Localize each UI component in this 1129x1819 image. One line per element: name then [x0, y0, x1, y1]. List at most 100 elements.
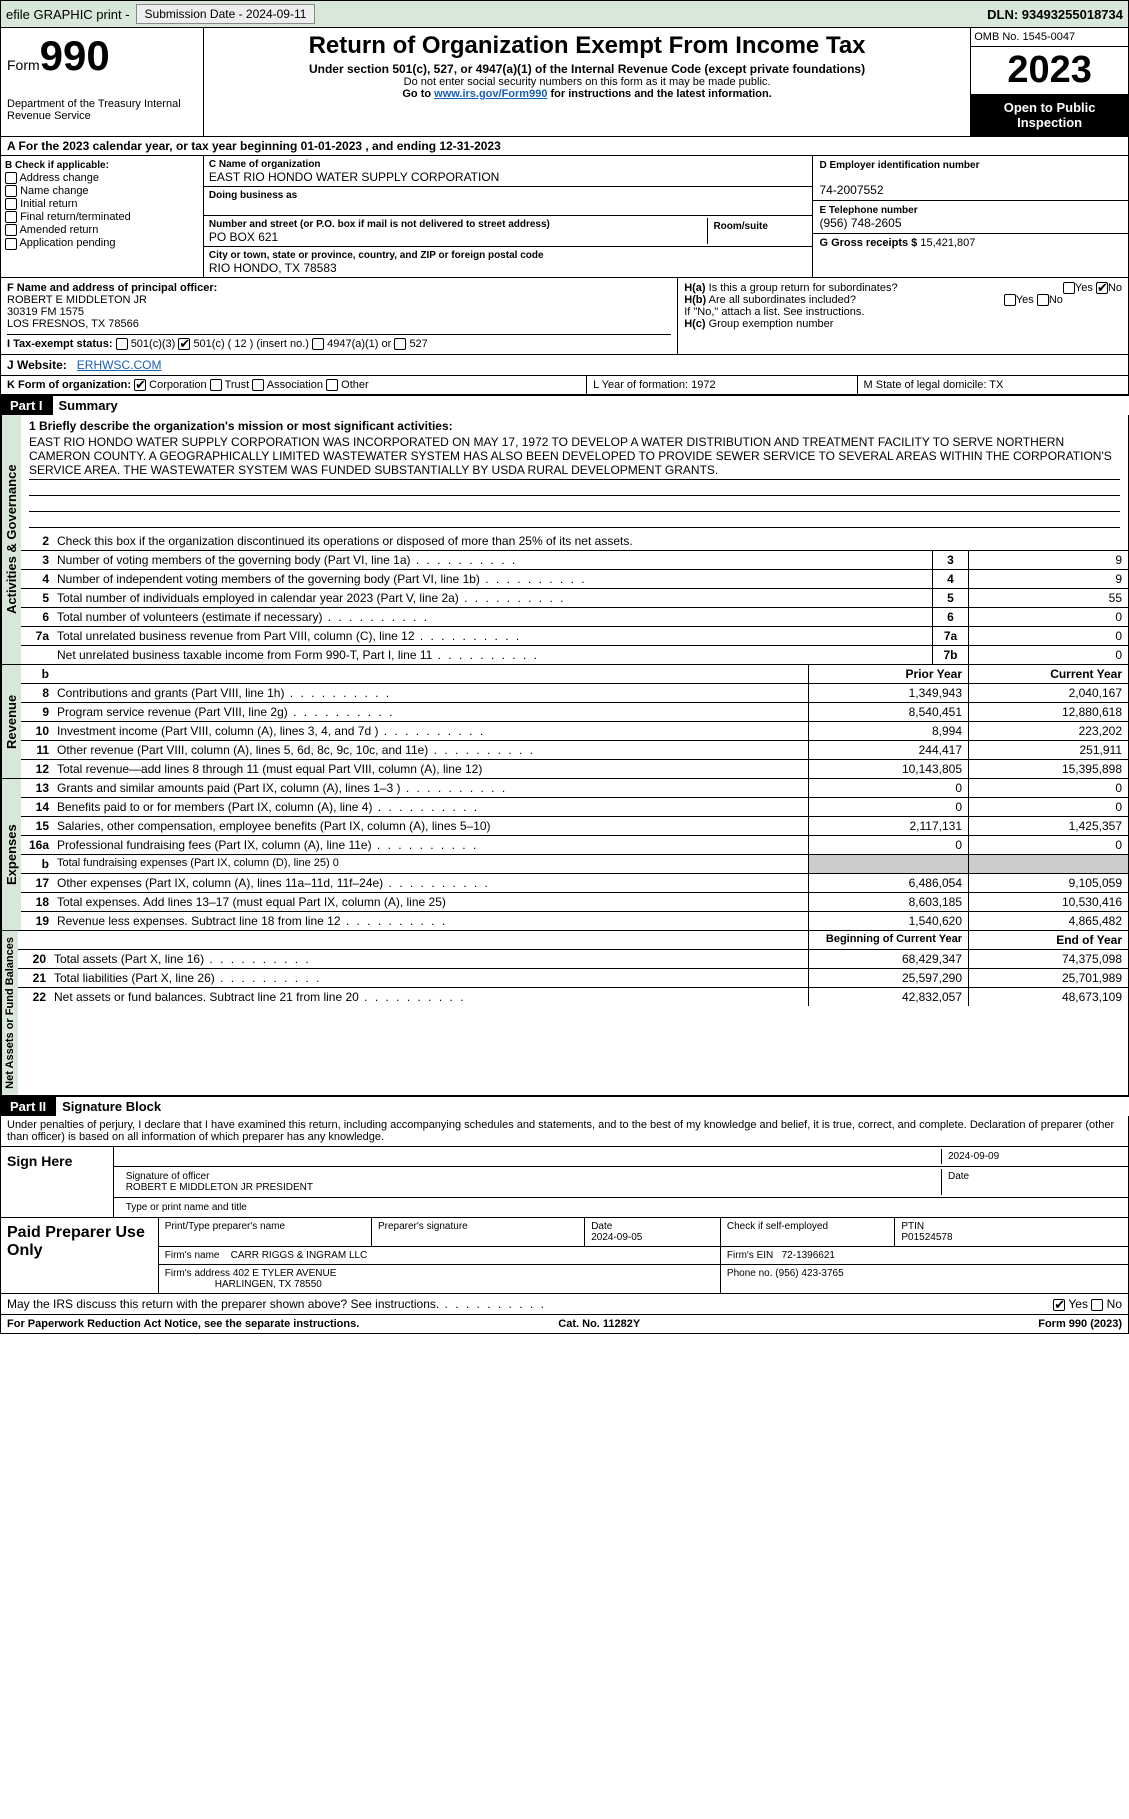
line22-desc: Net assets or fund balances. Subtract li…: [50, 988, 808, 1006]
sig-officer-name: ROBERT E MIDDLETON JR PRESIDENT: [126, 1182, 313, 1193]
sign-here-label: Sign Here: [1, 1147, 114, 1217]
line14-current: 0: [968, 798, 1128, 816]
kform-row: K Form of organization: Corporation Trus…: [0, 376, 1129, 395]
line17-prior: 6,486,054: [808, 874, 968, 892]
section-c: C Name of organizationEAST RIO HONDO WAT…: [204, 156, 813, 277]
line6-val: 0: [968, 608, 1128, 626]
form-org-label: K Form of organization:: [7, 379, 131, 391]
self-employed-label: Check if self-employed: [727, 1221, 828, 1232]
form-word: Form: [7, 57, 40, 73]
line15-desc: Salaries, other compensation, employee b…: [53, 817, 808, 835]
part2-header: Part II Signature Block: [0, 1096, 1129, 1116]
line13-current: 0: [968, 779, 1128, 797]
tax-status-label: I Tax-exempt status:: [7, 338, 113, 350]
ein-value: 74-2007552: [819, 183, 883, 197]
ha-no: No: [1108, 282, 1122, 294]
ein-label: D Employer identification number: [819, 160, 979, 171]
col-prior: Prior Year: [808, 665, 968, 683]
line14-prior: 0: [808, 798, 968, 816]
paid-preparer-label: Paid Preparer Use Only: [1, 1218, 159, 1293]
k-trust: Trust: [225, 379, 250, 391]
officer-name: ROBERT E MIDDLETON JR: [7, 294, 147, 306]
page-footer: For Paperwork Reduction Act Notice, see …: [0, 1315, 1129, 1334]
firm-name: CARR RIGGS & INGRAM LLC: [231, 1250, 368, 1261]
website-row: J Website: ERHWSC.COM: [0, 355, 1129, 376]
dba-label: Doing business as: [209, 190, 297, 201]
line8-prior: 1,349,943: [808, 684, 968, 702]
submission-date-button[interactable]: Submission Date - 2024-09-11: [136, 4, 316, 24]
line2-desc: Check this box if the organization disco…: [53, 532, 1128, 550]
discuss-yes: Yes: [1068, 1297, 1088, 1311]
side-label-governance: Activities & Governance: [1, 415, 21, 664]
preparer-sig-label: Preparer's signature: [378, 1221, 468, 1232]
line16b-current-shade: [968, 855, 1128, 873]
side-label-net: Net Assets or Fund Balances: [1, 931, 18, 1095]
line9-desc: Program service revenue (Part VIII, line…: [53, 703, 808, 721]
tel-label: E Telephone number: [819, 205, 917, 216]
form-header: Form990 Department of the Treasury Inter…: [0, 28, 1129, 137]
line15-current: 1,425,357: [968, 817, 1128, 835]
section-b: B Check if applicable: Address change Na…: [1, 156, 204, 277]
footer-left: For Paperwork Reduction Act Notice, see …: [7, 1318, 359, 1330]
footer-form: Form 990 (2023): [1038, 1318, 1122, 1330]
part1-title: Summary: [53, 395, 1129, 415]
line4-val: 9: [968, 570, 1128, 588]
line16a-current: 0: [968, 836, 1128, 854]
firm-phone-label: Phone no.: [727, 1268, 773, 1279]
preparer-date: 2024-09-05: [591, 1232, 642, 1243]
ptin-label: PTIN: [901, 1221, 924, 1232]
city-value: RIO HONDO, TX 78583: [209, 261, 337, 275]
line16b-desc: Total fundraising expenses (Part IX, col…: [53, 855, 808, 873]
col-current: Current Year: [968, 665, 1128, 683]
status-4947: 4947(a)(1) or: [327, 338, 391, 350]
line18-prior: 8,603,185: [808, 893, 968, 911]
cb-final-return: Final return/terminated: [20, 211, 131, 223]
room-label: Room/suite: [713, 221, 767, 232]
part1-label: Part I: [0, 396, 53, 415]
firm-addr-label: Firm's address: [165, 1268, 230, 1279]
activities-governance-section: Activities & Governance 1 Briefly descri…: [0, 415, 1129, 665]
form-title: Return of Organization Exempt From Incom…: [210, 32, 964, 60]
line20-end: 74,375,098: [968, 950, 1128, 968]
status-501c3: 501(c)(3): [131, 338, 176, 350]
sig-date: 2024-09-09: [942, 1149, 1122, 1164]
line16a-desc: Professional fundraising fees (Part IX, …: [53, 836, 808, 854]
line10-prior: 8,994: [808, 722, 968, 740]
firm-addr: 402 E TYLER AVENUE: [233, 1268, 337, 1279]
line19-prior: 1,540,620: [808, 912, 968, 930]
line18-desc: Total expenses. Add lines 13–17 (must eq…: [53, 893, 808, 911]
k-corp: Corporation: [149, 379, 206, 391]
line12-prior: 10,143,805: [808, 760, 968, 778]
firm-ein: 72-1396621: [782, 1250, 835, 1261]
line17-current: 9,105,059: [968, 874, 1128, 892]
city-label: City or town, state or province, country…: [209, 250, 544, 261]
irs-link[interactable]: www.irs.gov/Form990: [434, 88, 547, 100]
officer-addr2: LOS FRESNOS, TX 78566: [7, 318, 139, 330]
line22-begin: 42,832,057: [808, 988, 968, 1006]
hb-note: If "No," attach a list. See instructions…: [684, 306, 1122, 318]
cb-amended: Amended return: [19, 224, 98, 236]
k-other: Other: [341, 379, 369, 391]
discuss-row: May the IRS discuss this return with the…: [0, 1294, 1129, 1315]
tax-year: 2023: [971, 47, 1128, 94]
col-begin: Beginning of Current Year: [808, 931, 968, 949]
website-link[interactable]: ERHWSC.COM: [77, 358, 162, 372]
mission-label: 1 Briefly describe the organization's mi…: [29, 419, 453, 433]
line11-current: 251,911: [968, 741, 1128, 759]
line9-current: 12,880,618: [968, 703, 1128, 721]
discuss-text: May the IRS discuss this return with the…: [7, 1297, 546, 1311]
line20-begin: 68,429,347: [808, 950, 968, 968]
website-label: J Website:: [7, 358, 67, 372]
preparer-date-label: Date: [591, 1221, 612, 1232]
section-bcd-row: B Check if applicable: Address change Na…: [0, 156, 1129, 278]
line21-desc: Total liabilities (Part X, line 26): [50, 969, 808, 987]
signature-block: Under penalties of perjury, I declare th…: [0, 1116, 1129, 1294]
section-fh-row: F Name and address of principal officer:…: [0, 278, 1129, 355]
line10-desc: Investment income (Part VIII, column (A)…: [53, 722, 808, 740]
footer-catno: Cat. No. 11282Y: [558, 1318, 640, 1330]
line4-desc: Number of independent voting members of …: [53, 570, 932, 588]
line12-desc: Total revenue—add lines 8 through 11 (mu…: [53, 760, 808, 778]
section-d: D Employer identification number 74-20075…: [812, 156, 1128, 277]
part2-title: Signature Block: [56, 1096, 1129, 1116]
line16a-prior: 0: [808, 836, 968, 854]
